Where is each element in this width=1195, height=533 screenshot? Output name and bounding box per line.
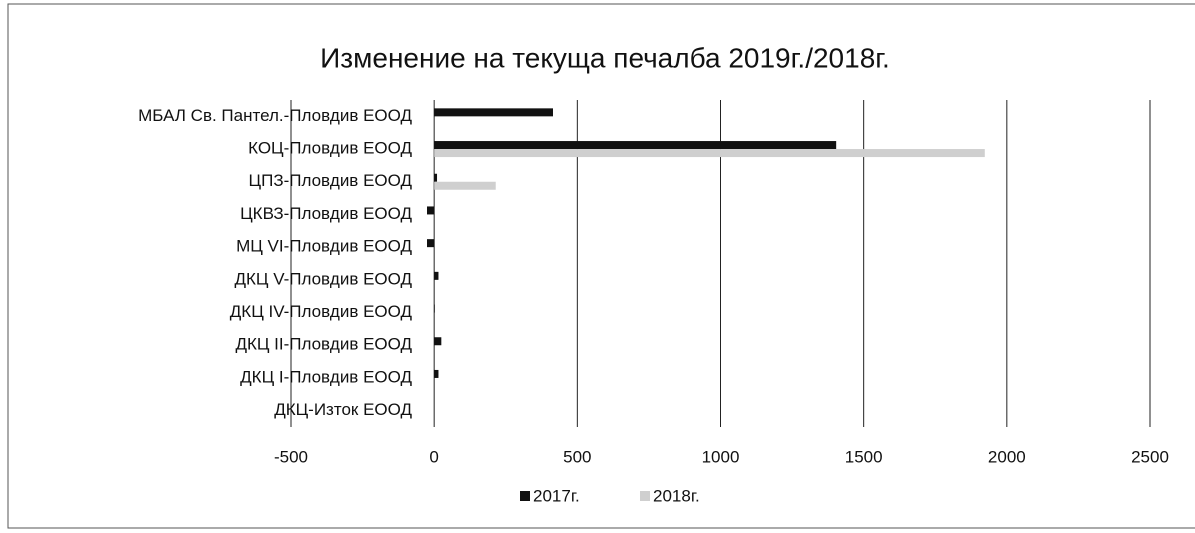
bar <box>434 337 442 346</box>
bar <box>434 304 435 313</box>
bar <box>434 108 553 117</box>
y-tick-label: КОЦ-Пловдив ЕООД <box>248 139 412 158</box>
bar <box>434 173 438 182</box>
x-tick-label: -500 <box>274 447 308 466</box>
x-tick-label: 1000 <box>702 447 740 466</box>
x-tick-label: 1500 <box>845 447 883 466</box>
bar <box>427 206 435 215</box>
legend-label: 2017г. <box>533 486 580 505</box>
y-tick-label: ЦПЗ-Пловдив ЕООД <box>249 171 413 190</box>
y-tick-label: ДКЦ I-Пловдив ЕООД <box>240 367 412 386</box>
y-tick-label: ДКЦ-Изток ЕООД <box>274 400 412 419</box>
chart-title: Изменение на текуща печалба 2019г./2018г… <box>320 42 890 73</box>
x-tick-label: 2500 <box>1131 447 1169 466</box>
legend-swatch <box>640 491 650 501</box>
y-tick-label: МЦ VI-Пловдив ЕООД <box>236 237 412 256</box>
bar <box>434 369 439 378</box>
legend-label: 2018г. <box>653 486 700 505</box>
bar <box>434 141 837 150</box>
x-tick-label: 2000 <box>988 447 1026 466</box>
y-tick-label: МБАЛ Св. Пантел.-Пловдив ЕООД <box>138 106 412 125</box>
x-tick-label: 500 <box>563 447 591 466</box>
y-tick-label: ДКЦ II-Пловдив ЕООД <box>235 335 412 354</box>
bar <box>427 239 435 248</box>
x-tick-label: 0 <box>429 447 438 466</box>
bar <box>434 149 985 158</box>
y-tick-label: ДКЦ V-Пловдив ЕООД <box>235 269 413 288</box>
bar <box>434 271 439 280</box>
legend-swatch <box>520 491 530 501</box>
y-tick-label: ДКЦ IV-Пловдив ЕООД <box>230 302 413 321</box>
y-tick-label: ЦКВЗ-Пловдив ЕООД <box>240 204 412 223</box>
bar <box>434 181 496 190</box>
chart-frame <box>7 3 1195 529</box>
